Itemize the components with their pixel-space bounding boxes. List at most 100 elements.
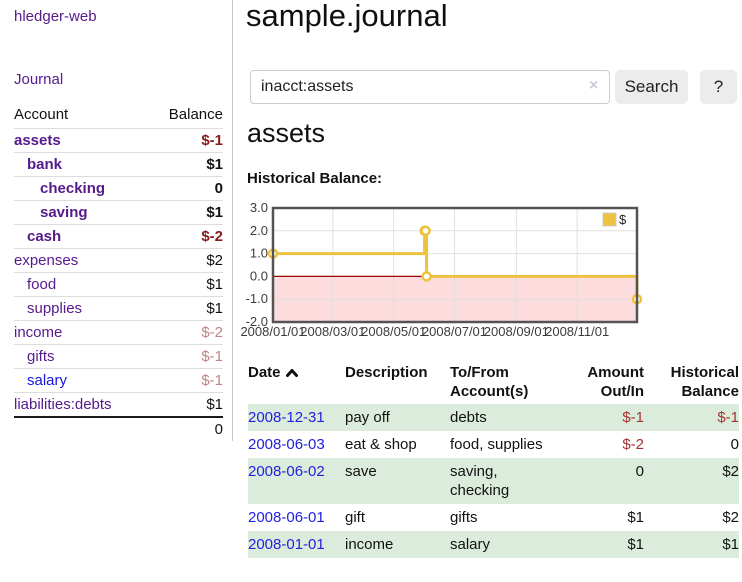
transaction-date-link[interactable]: 2008-06-02 [248,463,325,480]
account-link[interactable]: liabilities:debts [14,396,112,413]
transaction-accounts: debts [450,409,487,426]
account-row: expenses $2 [14,248,223,273]
x-tick-label: 2008/11/01 [545,324,609,339]
sidebar-item-journal[interactable]: Journal [14,71,64,88]
transaction-date-link[interactable]: 2008-12-31 [248,409,325,426]
account-row: salary $-1 [14,368,223,393]
account-balance: $1 [148,272,223,297]
x-tick-label: 2008/07/01 [422,324,487,339]
app-brand-link[interactable]: hledger-web [14,8,97,25]
register-header-description: Description [345,364,428,381]
accounts-total-value: 0 [148,416,223,441]
y-tick-label: 0.0 [250,268,268,283]
transaction-balance: $2 [722,463,739,480]
account-balance: $2 [148,248,223,273]
transaction-description: pay off [345,409,390,426]
account-balance: $-1 [148,368,223,393]
data-point-marker [421,271,432,282]
register-header-balance: Historical Balance [670,364,739,400]
transaction-accounts: gifts [450,509,478,526]
transaction-accounts: food, supplies [450,436,543,453]
register-row[interactable]: 2008-06-03 eat & shop food, supplies $-2 0 [248,431,739,458]
account-link[interactable]: bank [27,156,63,173]
accounts-balance-table: Account Balance assets $-1 bank $1 checking 0… [14,103,223,441]
register-header-accounts: To/From Account(s) [450,364,529,400]
account-heading: assets [247,118,326,148]
y-tick-label: 1.0 [250,246,268,261]
x-tick-label: 2008/09/01 [484,324,549,339]
account-row: checking 0 [14,176,223,201]
transaction-description: income [345,536,394,553]
account-balance: 0 [148,176,223,201]
register-row[interactable]: 2008-12-31 pay off debts $-1 $-1 [248,404,739,431]
account-balance: $-1 [148,128,223,153]
account-link[interactable]: expenses [14,252,79,269]
account-balance: $1 [148,392,223,417]
historical-balance-chart: $3.0 2.0 1.0 0.0 -1.0 -2.02008/01/012008/03/0… [240,200,643,339]
transaction-description: gift [345,509,366,526]
transaction-date-link[interactable]: 2008-06-03 [248,436,325,453]
account-balance: $1 [148,296,223,321]
account-link[interactable]: saving [40,204,88,221]
account-balance: $1 [148,200,223,225]
account-link[interactable]: gifts [27,348,55,365]
transaction-date-link[interactable]: 2008-06-01 [248,509,325,526]
transaction-date-link[interactable]: 2008-01-01 [248,536,325,553]
transaction-amount: $1 [627,509,644,526]
transaction-amount: $-2 [622,436,644,453]
transaction-balance: $-1 [717,409,739,426]
account-link[interactable]: food [27,276,57,293]
account-balance: $1 [148,152,223,177]
plot-border [271,206,639,324]
account-row: gifts $-1 [14,344,223,369]
page-title: sample.journal [246,0,448,33]
register-table: Date Description To/From Account(s) Amou… [248,360,739,558]
register-row[interactable]: 2008-01-01 income salary $1 $1 [248,531,739,558]
register-row[interactable]: 2008-06-02 save saving, checking 0 $2 [248,458,739,504]
account-link[interactable]: income [14,324,63,341]
account-balance: $-2 [148,320,223,345]
search-input[interactable] [250,70,610,104]
register-row[interactable]: 2008-06-01 gift gifts $1 $2 [248,504,739,531]
transaction-description: save [345,463,377,480]
clear-search-icon[interactable]: × [589,77,599,94]
accounts-header-account: Account [14,106,69,123]
account-link[interactable]: supplies [27,300,83,317]
chart-title: Historical Balance: [247,170,383,187]
legend-swatch [602,212,617,227]
account-row: bank $1 [14,152,223,177]
accounts-table-header: Account Balance [14,103,223,129]
register-header-date[interactable]: Date [248,360,345,404]
y-tick-label: 3.0 [250,200,268,215]
transaction-accounts: salary [450,536,491,553]
account-link[interactable]: salary [27,372,68,389]
account-balance: $-1 [148,344,223,369]
account-row: liabilities:debts $1 [14,392,223,417]
account-link[interactable]: checking [40,180,106,197]
register-header-row: Date Description To/From Account(s) Amou… [248,360,739,404]
register-header-amount: Amount Out/In [587,364,644,400]
transaction-accounts: saving, checking [450,463,510,499]
account-link[interactable]: cash [27,228,62,245]
account-row: supplies $1 [14,296,223,321]
help-button[interactable]: ? [700,70,737,104]
data-point-marker [420,225,431,237]
accounts-total-row: 0 [14,416,223,441]
y-tick-label: 2.0 [250,223,268,238]
x-tick-label: 2008/01/01 [240,324,305,339]
transaction-description: eat & shop [345,436,417,453]
transaction-amount: $-1 [622,409,644,426]
account-row: income $-2 [14,320,223,345]
accounts-header-balance: Balance [168,106,223,123]
transaction-amount: $1 [627,536,644,553]
search-button[interactable]: Search [615,70,688,104]
y-tick-label: -1.0 [246,291,268,306]
transaction-balance: $1 [722,536,739,553]
account-balance: $-2 [148,224,223,249]
account-link[interactable]: assets [14,132,61,149]
account-row: assets $-1 [14,128,223,153]
x-tick-label: 2008/05/01 [361,324,426,339]
sort-ascending-icon [285,369,298,377]
legend-label: $ [619,212,627,227]
y-tick-label: -2.0 [246,314,268,329]
